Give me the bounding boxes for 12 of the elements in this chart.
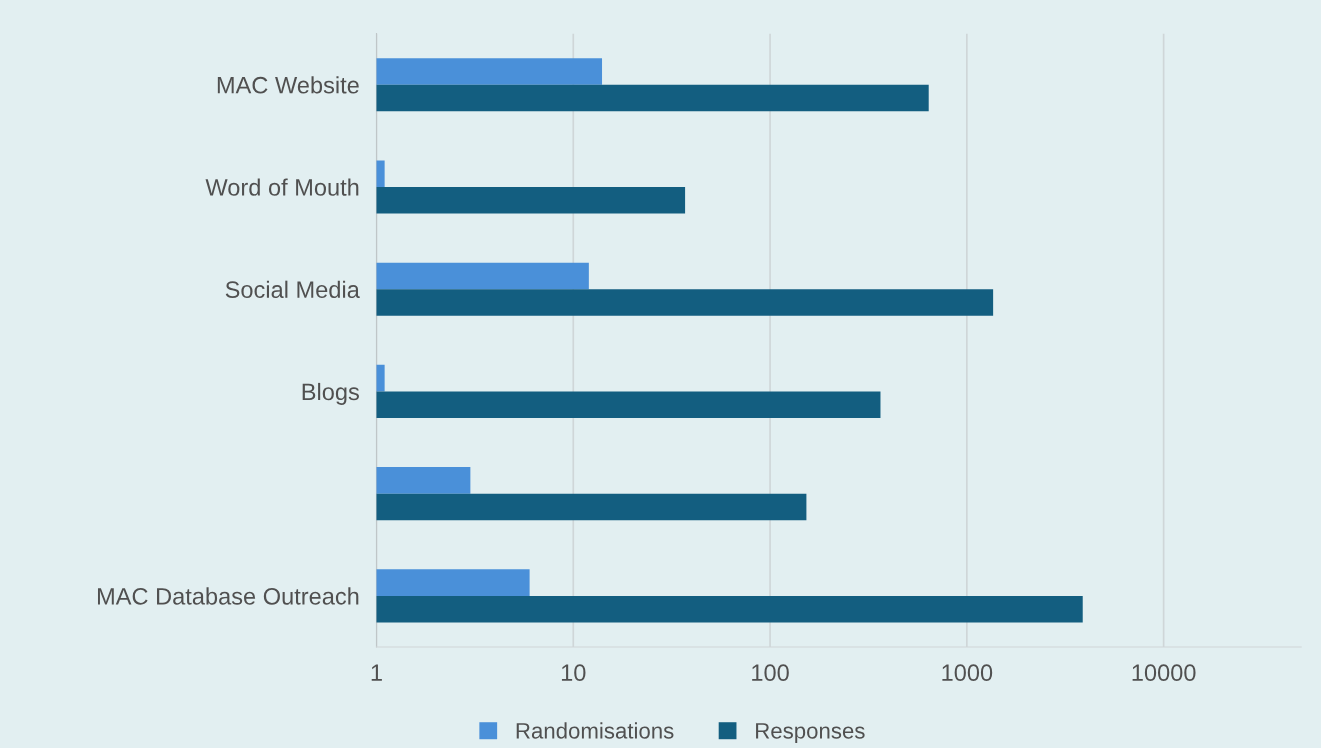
y-tick-label: Word of Mouth (205, 178, 359, 196)
y-tick-label: MAC Database Outreach (97, 587, 359, 605)
legend-label: Responses (756, 723, 865, 744)
x-tick-label: 100 (752, 664, 789, 682)
x-tick-label: 10 (561, 664, 586, 682)
x-tick-label: 1 (371, 664, 382, 681)
y-tick-label: MAC Website (217, 76, 359, 94)
x-tick-label: 10000 (1132, 664, 1196, 682)
legend-label: Randomisations (516, 722, 674, 739)
y-tick-label: Social Media (225, 280, 360, 299)
x-tick-label: 1000 (942, 664, 993, 682)
y-tick-label: Blogs (302, 382, 359, 405)
